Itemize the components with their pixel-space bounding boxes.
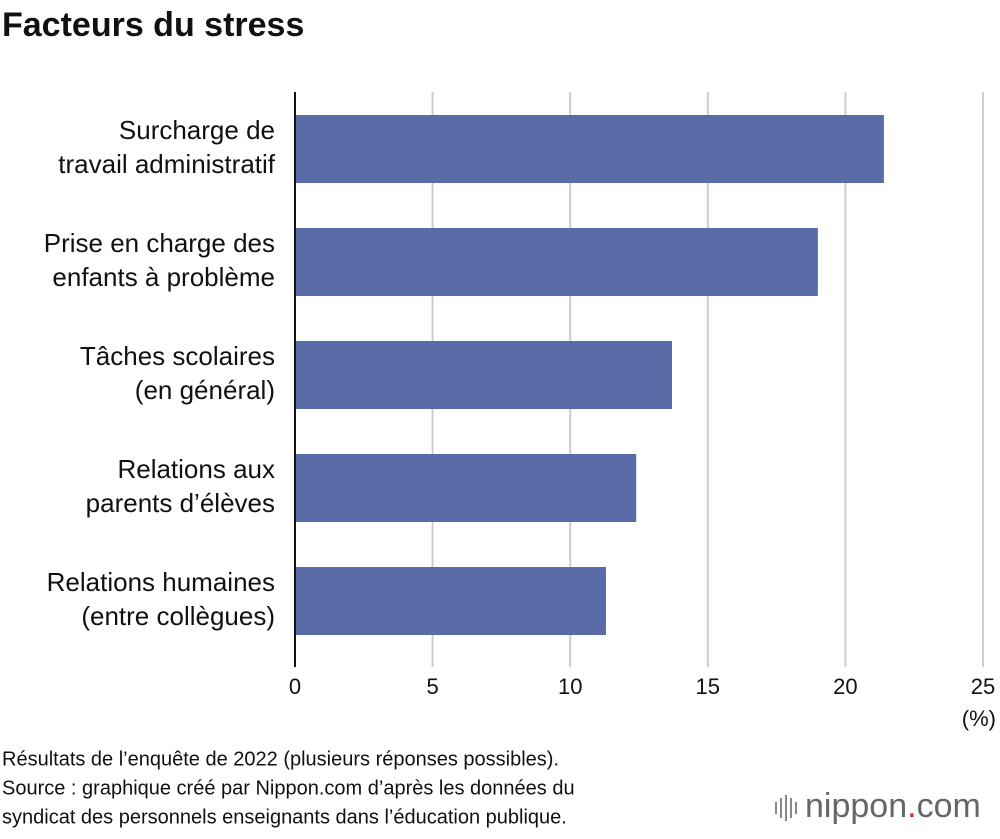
logo-icon [775, 795, 797, 821]
y-tick-label: Relations humaines [47, 567, 275, 597]
y-tick-label: (en général) [135, 375, 275, 405]
x-tick-label: 20 [833, 674, 857, 699]
x-tick-label: 15 [696, 674, 720, 699]
y-tick-label: Tâches scolaires [80, 341, 275, 371]
y-tick-label: parents d’élèves [86, 488, 275, 518]
bar [295, 454, 637, 522]
bar [295, 228, 818, 296]
x-axis-label: (%) [962, 706, 996, 731]
bar [295, 115, 884, 183]
y-tick-label: enfants à problème [52, 262, 275, 292]
chart-title: Facteurs du stress [2, 6, 304, 44]
y-tick-label: Prise en charge des [44, 228, 275, 258]
x-tick-label: 5 [426, 674, 438, 699]
note: syndicat des personnels enseignants dans… [2, 806, 567, 828]
x-tick-label: 10 [558, 674, 582, 699]
logo-dot: . [907, 787, 916, 825]
logo-name: nippon [805, 787, 907, 825]
logo-domain: com [917, 787, 981, 825]
logo: nippon [805, 787, 907, 825]
note: Source : graphique créé par Nippon.com d… [2, 777, 575, 799]
note: Résultats de l’enquête de 2022 (plusieur… [2, 748, 559, 770]
y-tick-label: travail administratif [58, 149, 276, 179]
x-tick-label: 25 [971, 674, 995, 699]
y-tick-label: (entre collègues) [81, 601, 275, 631]
y-tick-label: Surcharge de [119, 115, 275, 145]
y-tick-label: Relations aux [117, 454, 275, 484]
bar [295, 567, 606, 635]
x-tick-label: 0 [289, 674, 301, 699]
bar [295, 341, 673, 409]
